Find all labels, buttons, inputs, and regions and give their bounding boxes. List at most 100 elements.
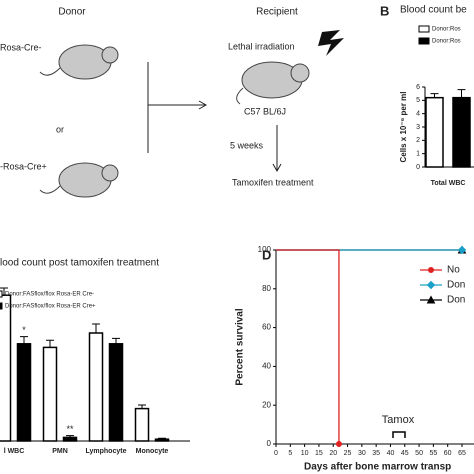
donor-genotype: -Rosa-Cre+ <box>0 161 47 171</box>
legend-label: Don <box>447 280 465 291</box>
error-bar <box>46 339 54 348</box>
survival-line <box>276 249 340 444</box>
recipient-label: Recipient <box>256 7 298 18</box>
x-tick-label: 0 <box>274 450 278 457</box>
x-tick-label: Total WBC <box>431 180 466 187</box>
donor-label: Donor <box>58 7 86 18</box>
x-tick-label: 15 <box>315 450 323 457</box>
weeks-label: 5 weeks <box>230 140 264 150</box>
marker <box>457 245 467 255</box>
error-bar <box>112 337 120 344</box>
y-tick-label: 0 <box>267 439 272 448</box>
y-tick-label: 2 <box>416 137 420 144</box>
marker <box>335 441 342 447</box>
mouse-head <box>101 46 119 64</box>
bar <box>62 436 78 442</box>
bar <box>108 343 124 442</box>
y-tick-label: 100 <box>258 245 272 254</box>
x-tick-label: 55 <box>429 450 437 457</box>
annotation: Tamox <box>382 414 415 426</box>
arrow-down <box>272 125 282 173</box>
mouse-head <box>101 164 119 182</box>
arrow-head <box>198 100 208 110</box>
y-axis-label: Percent survival <box>235 308 246 385</box>
treatment-label: Tamoxifen treatment <box>232 177 314 187</box>
legend-marker <box>426 295 436 304</box>
x-tick-label: 60 <box>444 450 452 457</box>
y-tick-label: 5 <box>416 97 420 104</box>
y-tick-label: 4 <box>416 111 420 118</box>
error-bar <box>430 93 439 98</box>
significance: * <box>22 325 26 335</box>
legend-label: Donor:FASflox/flox Rosa-ER Cre- <box>5 292 94 298</box>
donor-genotype: Rosa-Cre- <box>0 42 42 52</box>
x-tick-label: 5 <box>288 450 292 457</box>
bar <box>134 407 150 442</box>
strain-label: C57 BL/6J <box>244 106 286 116</box>
panel-label: B <box>380 3 389 18</box>
error-bar <box>0 287 8 296</box>
y-tick-label: 60 <box>262 323 271 332</box>
x-tick-label: Lymphocyte <box>86 448 127 455</box>
mouse-head <box>290 63 310 83</box>
error-bar <box>457 89 466 98</box>
significance: ** <box>66 424 74 434</box>
y-tick-label: 0 <box>416 164 420 171</box>
y-tick-label: 1 <box>416 151 420 158</box>
x-tick-label: PMN <box>52 448 68 455</box>
error-bar <box>138 404 146 409</box>
y-axis-label: Cells x 10⁻⁶ per ml <box>399 91 408 162</box>
x-tick-label: 35 <box>372 450 380 457</box>
x-tick-label: l WBC <box>4 448 25 455</box>
legend-label: Donor:FASflox/flox Rosa-ER Cre+ <box>5 304 96 310</box>
bar <box>16 343 32 442</box>
x-tick-label: 50 <box>415 450 423 457</box>
chart-title: Blood count be <box>400 5 467 16</box>
y-tick-label: 40 <box>262 362 271 371</box>
legend-marker <box>426 280 436 290</box>
x-tick-label: 40 <box>387 450 395 457</box>
bar <box>88 332 104 442</box>
x-axis-label: Days after bone marrow transp <box>304 462 451 473</box>
x-tick-label: 30 <box>358 450 366 457</box>
mouse-tail <box>39 67 61 76</box>
x-tick-label: Monocyte <box>136 448 169 455</box>
x-tick-label: 10 <box>301 450 309 457</box>
error-bar <box>66 435 74 438</box>
lightning <box>318 30 344 56</box>
bar <box>0 294 12 442</box>
panel-label: D <box>262 247 271 262</box>
error-bar <box>158 437 166 440</box>
bar <box>452 96 471 168</box>
mouse-tail <box>236 87 244 105</box>
bar <box>42 346 58 442</box>
y-tick-label: 80 <box>262 284 271 293</box>
error-bar <box>92 323 100 333</box>
legend-label: Donor:Ros <box>432 39 461 45</box>
legend-swatch <box>0 290 3 298</box>
x-tick-label: 65 <box>458 450 466 457</box>
mouse-tail <box>39 185 61 194</box>
chart-title: lood count post tamoxifen treatment <box>0 258 159 269</box>
legend-swatch <box>418 37 430 45</box>
or-label: or <box>56 124 64 134</box>
y-tick-label: 6 <box>416 84 420 91</box>
x-tick-label: 45 <box>401 450 409 457</box>
panel-a <box>39 30 344 198</box>
legend-label: Don <box>447 295 465 306</box>
y-tick-label: 3 <box>416 124 420 131</box>
error-bar <box>20 336 28 344</box>
connector <box>147 62 205 153</box>
bar <box>425 96 444 168</box>
x-tick-label: 20 <box>329 450 337 457</box>
y-tick-label: 20 <box>262 400 271 409</box>
legend-label: No <box>447 265 460 276</box>
tamox-bracket <box>392 431 406 438</box>
legend-label: Donor:Ros <box>432 27 461 33</box>
legend-swatch <box>0 302 3 310</box>
x-tick-label: 25 <box>344 450 352 457</box>
legend-swatch <box>418 25 430 33</box>
legend-marker <box>428 267 434 273</box>
